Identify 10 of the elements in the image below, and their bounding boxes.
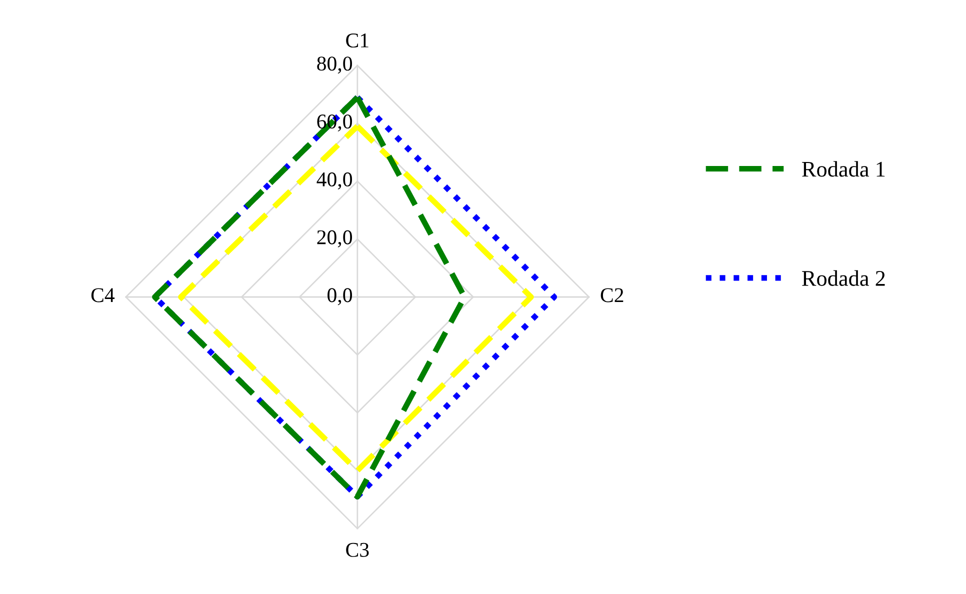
y-tick-label: 80,0	[317, 56, 352, 74]
y-tick-label: 40,0	[316, 172, 352, 190]
spoke-label: C3	[346, 542, 369, 557]
legend-label: Rodada 1	[802, 161, 885, 177]
y-tick-label: 20,0	[317, 230, 352, 248]
spoke-label: C1	[346, 34, 368, 48]
spoke-label: C4	[91, 288, 115, 302]
legend-label: Rodada 2	[802, 270, 885, 286]
spoke-label: C2	[600, 288, 624, 302]
y-tick-label: 0,0	[328, 288, 352, 306]
